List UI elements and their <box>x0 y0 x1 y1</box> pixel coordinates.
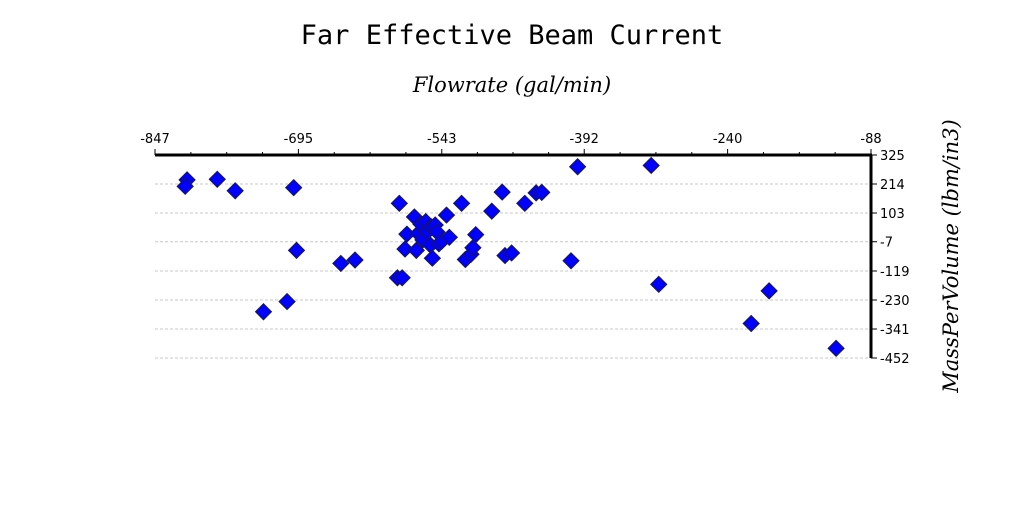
data-point <box>464 239 482 257</box>
data-point <box>284 178 303 197</box>
axes <box>154 149 877 359</box>
y-tick-label: 325 <box>880 149 905 164</box>
y-tick-label: -341 <box>880 323 910 338</box>
x-tick-label: -695 <box>284 132 314 147</box>
y-tick-label: -230 <box>880 294 910 309</box>
data-point <box>533 183 551 202</box>
data-point <box>176 177 194 196</box>
data-point <box>562 252 580 270</box>
y-tick-label: -452 <box>880 352 910 367</box>
data-point <box>467 225 485 244</box>
x-tick-label: -392 <box>569 132 599 147</box>
data-point <box>208 170 226 189</box>
data-point <box>287 241 306 260</box>
data-point <box>332 254 350 273</box>
data-point <box>642 156 660 175</box>
y-tick-label: -119 <box>880 265 910 280</box>
x-tick-label: -240 <box>713 132 743 147</box>
x-axis-label: Flowrate (gal/min) <box>412 73 611 97</box>
data-point <box>407 241 426 260</box>
data-point <box>568 158 587 176</box>
data-point <box>502 244 521 262</box>
data-point <box>423 249 442 267</box>
data-point <box>440 228 459 247</box>
data-point <box>760 282 778 300</box>
data-point <box>226 182 244 200</box>
data-point <box>393 269 411 287</box>
data-point <box>254 303 273 321</box>
y-tick-label: 214 <box>880 178 905 193</box>
data-point <box>278 292 296 311</box>
x-tick-label: -847 <box>140 132 170 147</box>
x-tick-label: -88 <box>860 132 881 147</box>
data-point <box>437 206 456 224</box>
data-point <box>827 339 845 358</box>
grid-lines <box>155 183 871 359</box>
y-axis-label: MassPerVolume (lbm/in3) <box>939 119 963 394</box>
data-point <box>650 275 668 294</box>
data-point <box>452 194 471 213</box>
data-point <box>396 240 414 258</box>
y-tick-label: 103 <box>880 207 905 222</box>
chart-title: Far Effective Beam Current <box>301 20 724 51</box>
tick-labels: -847 -695 -543 -392 -240 -88 325 214 103 -7 -119 -2… <box>140 132 909 367</box>
data-point <box>742 314 760 333</box>
x-tick-label: -543 <box>427 132 457 147</box>
data-point <box>346 251 364 269</box>
data-point <box>493 183 511 201</box>
data-point <box>390 194 409 213</box>
y-tick-label: -7 <box>880 236 893 251</box>
data-point <box>516 194 534 213</box>
data-points <box>176 156 845 358</box>
data-point <box>483 202 501 220</box>
